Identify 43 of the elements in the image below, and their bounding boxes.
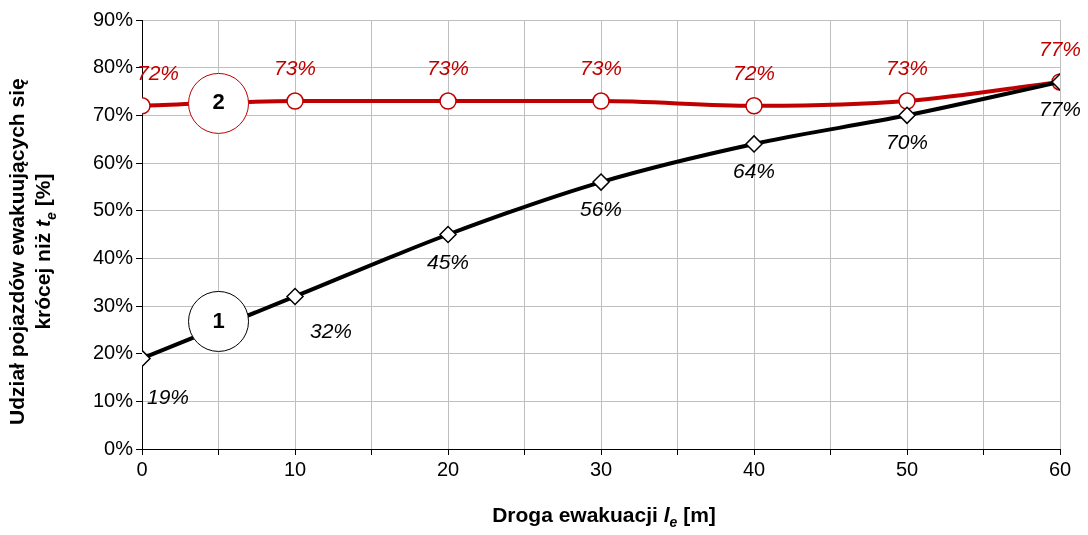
data-label: 64% xyxy=(732,158,776,182)
point xyxy=(286,92,304,110)
y-tick-label: 60% xyxy=(93,150,134,173)
y-tick-label: 10% xyxy=(93,388,134,411)
point xyxy=(286,287,304,306)
data-label: 32% xyxy=(310,319,353,343)
series-label: 1 xyxy=(212,307,225,333)
x-tick-label: 50 xyxy=(895,457,919,480)
point xyxy=(439,92,457,110)
point xyxy=(745,135,763,153)
data-label: 73% xyxy=(427,56,470,80)
point xyxy=(592,173,610,191)
data-label: 73% xyxy=(274,56,317,80)
point xyxy=(592,92,610,110)
point xyxy=(745,97,763,115)
data-label: 45% xyxy=(427,249,470,273)
y-tick-label: 30% xyxy=(93,293,134,316)
x-tick-label: 20 xyxy=(436,457,460,480)
data-label: 77% xyxy=(1038,36,1082,60)
x-tick-label: 0 xyxy=(136,457,148,480)
y-tick-label: 70% xyxy=(93,102,134,125)
y-tick-label: 20% xyxy=(93,341,134,364)
point xyxy=(898,92,916,110)
x-tick-label: 30 xyxy=(589,457,613,480)
data-label: 19% xyxy=(147,385,190,409)
x-axis-title: Droga ewakuacji l$_{e}$ [m] xyxy=(491,503,717,531)
data-label: 73% xyxy=(580,56,623,80)
x-tick-label: 60 xyxy=(1048,457,1072,480)
y-tick-label: 90% xyxy=(93,7,134,30)
data-label: 77% xyxy=(1038,96,1082,120)
y-tick-label: 50% xyxy=(93,198,134,221)
x-tick-label: 10 xyxy=(283,457,307,480)
x-tick-label: 40 xyxy=(742,457,766,480)
y-tick-label: 0% xyxy=(104,436,134,459)
point xyxy=(439,225,457,244)
data-label: 72% xyxy=(732,60,776,84)
point xyxy=(898,106,916,125)
data-label: 70% xyxy=(885,130,929,154)
y-tick-label: 80% xyxy=(93,55,134,78)
series-label: 2 xyxy=(212,89,225,115)
data-label: 56% xyxy=(580,197,623,221)
y-tick-label: 40% xyxy=(93,245,134,268)
data-label: 73% xyxy=(885,56,929,80)
